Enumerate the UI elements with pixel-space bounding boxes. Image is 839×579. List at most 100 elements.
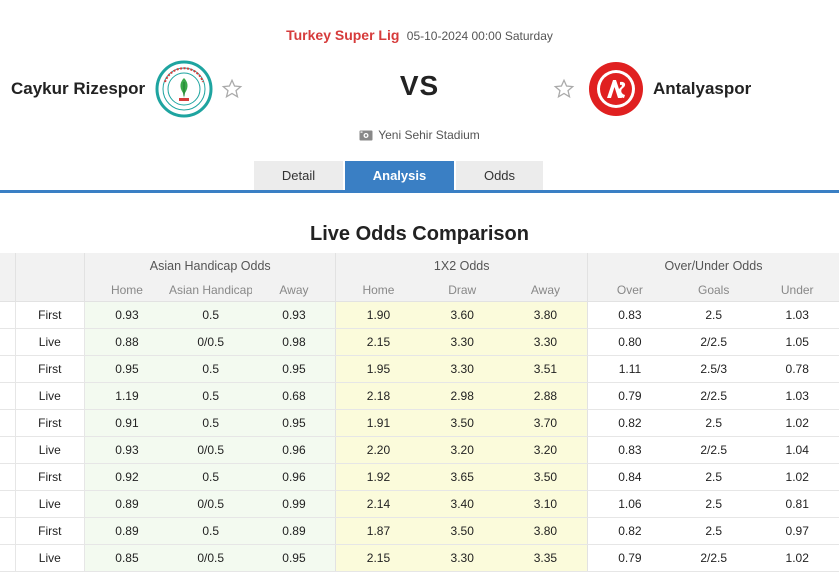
x12-draw-odds: 3.30: [420, 544, 504, 572]
ou-over-odds: 0.84: [586, 463, 672, 491]
ou-over-odds: 0.83: [586, 436, 672, 464]
company-cell: [0, 328, 16, 356]
star-outline-icon[interactable]: [221, 78, 243, 100]
x12-away-odds: 3.80: [503, 517, 588, 545]
league-name[interactable]: Turkey Super Lig: [286, 27, 400, 43]
ou-goals: 2.5: [671, 463, 756, 491]
table-row[interactable]: First 0.92 0.5 0.96 1.92 3.65 3.50 0.84 2.5 1.02: [0, 463, 839, 491]
x12-home-odds: 1.91: [335, 409, 421, 437]
ou-over-odds: 1.11: [586, 355, 672, 383]
stadium-icon: [359, 130, 373, 140]
vs-label: VS: [399, 70, 440, 101]
col-1x2-away: Away: [503, 279, 588, 302]
ah-away-odds: 0.95: [252, 355, 336, 383]
col-1x2-draw: Draw: [420, 279, 504, 302]
home-team-name[interactable]: Caykur Rizespor: [11, 79, 146, 98]
league-line: Turkey Super Lig 05-10-2024 00:00 Saturd…: [0, 27, 839, 43]
ah-handicap: 0/0.5: [168, 328, 253, 356]
match-datetime: 05-10-2024 00:00 Saturday: [406, 29, 553, 43]
ou-over-odds: 0.79: [586, 382, 672, 410]
ou-over-odds: 0.82: [586, 517, 672, 545]
col-ah-handicap: Asian Handicap: [168, 279, 253, 302]
header-type-blank: [14, 253, 85, 279]
group-1x2: 1X2 Odds: [335, 253, 588, 279]
x12-draw-odds: 3.50: [420, 517, 504, 545]
table-sub-header: Home Asian Handicap Away Home Draw Away …: [0, 279, 839, 302]
ah-handicap: 0.5: [168, 409, 253, 437]
ou-goals: 2/2.5: [671, 382, 756, 410]
x12-draw-odds: 3.50: [420, 409, 504, 437]
x12-draw-odds: 3.60: [420, 301, 504, 329]
x12-away-odds: 3.30: [503, 328, 588, 356]
stadium-info: Yeni Sehir Stadium: [0, 128, 839, 142]
x12-home-odds: 1.92: [335, 463, 421, 491]
ou-under-odds: 0.81: [755, 490, 839, 518]
x12-draw-odds: 3.40: [420, 490, 504, 518]
x12-draw-odds: 2.98: [420, 382, 504, 410]
x12-away-odds: 3.80: [503, 301, 588, 329]
ou-under-odds: 1.03: [755, 382, 839, 410]
ah-away-odds: 0.95: [252, 544, 336, 572]
tab-underline: [0, 190, 839, 193]
x12-home-odds: 2.18: [335, 382, 421, 410]
company-cell: [0, 463, 16, 491]
table-row[interactable]: Live 0.88 0/0.5 0.98 2.15 3.30 3.30 0.80 2/2.5 1.…: [0, 328, 839, 356]
star-outline-icon[interactable]: [553, 78, 575, 100]
ah-home-odds: 0.92: [83, 463, 169, 491]
odds-type: First: [15, 463, 85, 491]
tab-detail[interactable]: Detail: [254, 161, 343, 191]
table-row[interactable]: Live 0.93 0/0.5 0.96 2.20 3.20 3.20 0.83 2/2.5 1.…: [0, 436, 839, 464]
col-ou-goals: Goals: [671, 279, 756, 302]
odds-type: Live: [15, 490, 85, 518]
company-cell: [0, 355, 16, 383]
x12-home-odds: 2.14: [335, 490, 421, 518]
x12-draw-odds: 3.30: [420, 328, 504, 356]
match-tabs: Detail Analysis Odds: [254, 161, 545, 191]
antalyaspor-crest-icon[interactable]: [587, 60, 645, 118]
x12-away-odds: 3.20: [503, 436, 588, 464]
ah-home-odds: 0.85: [83, 544, 169, 572]
ou-goals: 2.5: [671, 301, 756, 329]
ah-away-odds: 0.89: [252, 517, 336, 545]
subheader-type-blank: [14, 279, 85, 302]
ah-handicap: 0.5: [168, 517, 253, 545]
ou-goals: 2.5: [671, 409, 756, 437]
x12-away-odds: 2.88: [503, 382, 588, 410]
table-row[interactable]: Live 0.89 0/0.5 0.99 2.14 3.40 3.10 1.06 2.5 0.81: [0, 490, 839, 518]
rizespor-crest-icon[interactable]: [155, 60, 213, 118]
odds-type: First: [15, 355, 85, 383]
away-team-name[interactable]: Antalyaspor: [653, 79, 752, 98]
company-cell: [0, 544, 16, 572]
group-over-under: Over/Under Odds: [586, 253, 839, 279]
table-row[interactable]: Live 0.85 0/0.5 0.95 2.15 3.30 3.35 0.79 2/2.5 1.…: [0, 544, 839, 572]
table-body: First 0.93 0.5 0.93 1.90 3.60 3.80 0.83 2.5 1.03 …: [0, 301, 839, 572]
table-row[interactable]: First 0.93 0.5 0.93 1.90 3.60 3.80 0.83 2.5 1.03: [0, 301, 839, 329]
ou-over-odds: 0.79: [586, 544, 672, 572]
ah-home-odds: 0.89: [83, 490, 169, 518]
tab-analysis[interactable]: Analysis: [345, 161, 454, 191]
ah-handicap: 0/0.5: [168, 544, 253, 572]
x12-home-odds: 1.90: [335, 301, 421, 329]
x12-draw-odds: 3.30: [420, 355, 504, 383]
ou-over-odds: 0.82: [586, 409, 672, 437]
odds-type: First: [15, 301, 85, 329]
ah-away-odds: 0.96: [252, 436, 336, 464]
odds-type: First: [15, 517, 85, 545]
company-cell: [0, 382, 16, 410]
ah-away-odds: 0.68: [252, 382, 336, 410]
odds-type: Live: [15, 436, 85, 464]
x12-home-odds: 1.95: [335, 355, 421, 383]
table-row[interactable]: Live 1.19 0.5 0.68 2.18 2.98 2.88 0.79 2/2.5 1.03: [0, 382, 839, 410]
company-cell: [0, 490, 16, 518]
col-ah-home: Home: [83, 279, 169, 302]
table-group-header: Asian Handicap Odds 1X2 Odds Over/Under …: [0, 253, 839, 279]
company-cell: [0, 409, 16, 437]
table-row[interactable]: First 0.91 0.5 0.95 1.91 3.50 3.70 0.82 2.5 1.02: [0, 409, 839, 437]
ah-away-odds: 0.95: [252, 409, 336, 437]
tab-odds[interactable]: Odds: [456, 161, 543, 191]
company-cell: [0, 436, 16, 464]
table-row[interactable]: First 0.95 0.5 0.95 1.95 3.30 3.51 1.11 2.5/3 0.7…: [0, 355, 839, 383]
table-row[interactable]: First 0.89 0.5 0.89 1.87 3.50 3.80 0.82 2.5 0.97: [0, 517, 839, 545]
col-ah-away: Away: [252, 279, 336, 302]
x12-away-odds: 3.51: [503, 355, 588, 383]
